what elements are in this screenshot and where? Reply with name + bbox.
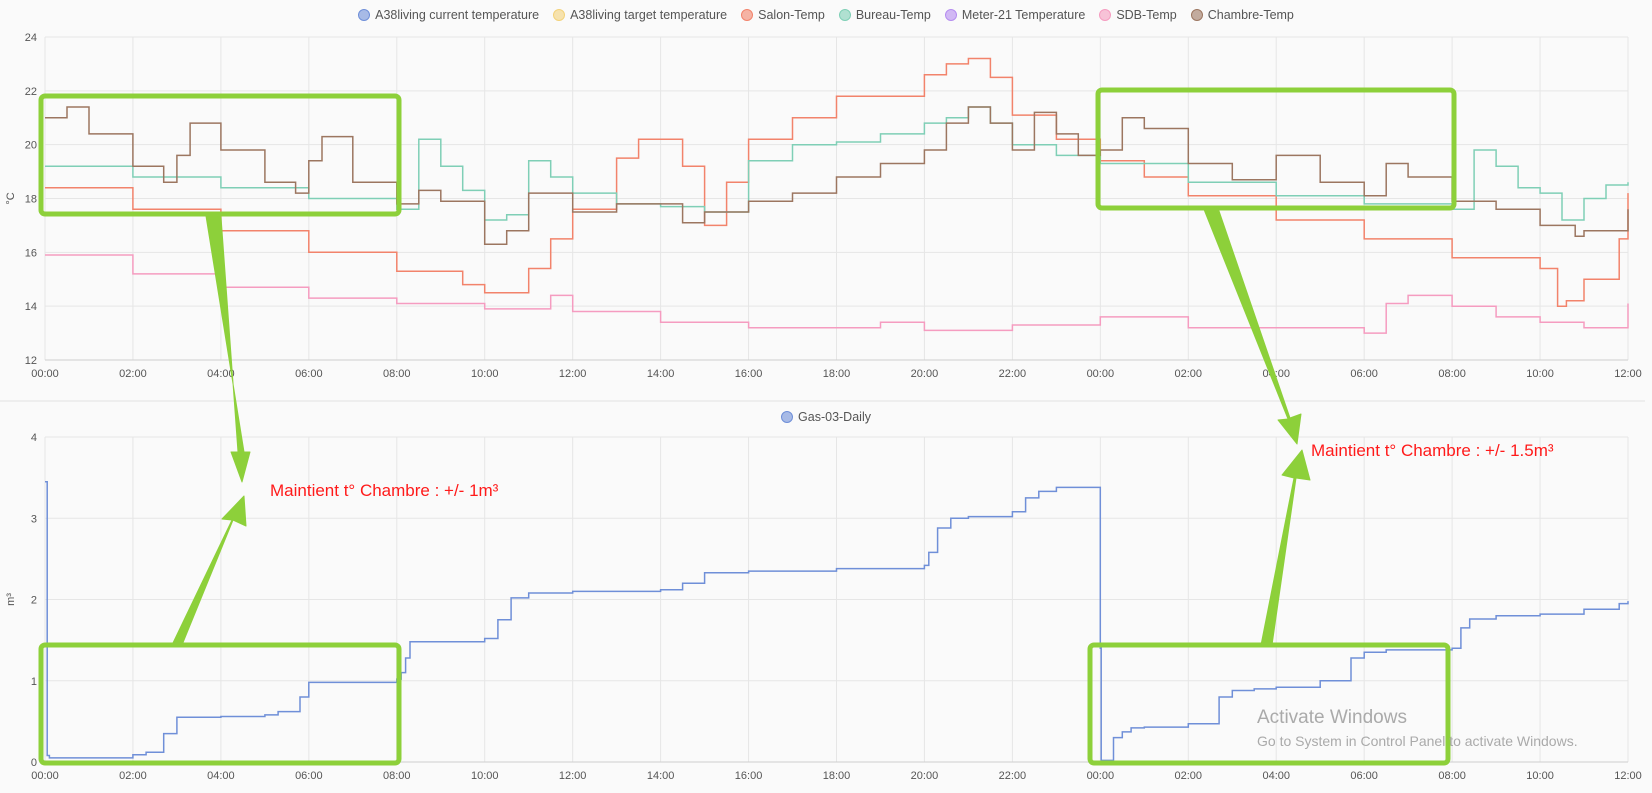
- legend-label: Salon-Temp: [758, 8, 825, 22]
- legend-label: Chambre-Temp: [1207, 8, 1294, 22]
- annotation-right: Maintient t° Chambre : +/- 1.5m³: [1311, 441, 1554, 460]
- legend-label: Meter-21 Temperature: [961, 8, 1086, 22]
- x-tick-label: 04:00: [1262, 770, 1290, 782]
- x-tick-label: 00:00: [1087, 368, 1115, 380]
- x-tick-label: 06:00: [1350, 770, 1378, 782]
- arrow-up-left: [171, 495, 247, 646]
- arrow-down-left: [205, 215, 251, 483]
- arrow-up-right: [1260, 449, 1311, 646]
- x-tick-label: 14:00: [647, 770, 675, 782]
- y-tick-label: 12: [25, 355, 37, 367]
- legend-item-salon-temp[interactable]: Salon-Temp: [741, 8, 825, 22]
- highlight-box-temp-left: [38, 93, 402, 217]
- x-tick-label: 16:00: [735, 770, 763, 782]
- legend-item-a38living-target[interactable]: A38living target temperature: [553, 8, 727, 22]
- legend-swatch: [781, 411, 794, 423]
- watermark-subtitle: Go to System in Control Panel to activat…: [1257, 733, 1578, 749]
- legend-swatch: [741, 9, 754, 21]
- legend-label: Bureau-Temp: [855, 8, 931, 22]
- series-line-gas-03-daily: [45, 480, 1629, 762]
- series-line-bureau-temp: [45, 106, 1629, 221]
- legend-label: A38living target temperature: [570, 8, 728, 22]
- legend-label: A38living current temperature: [375, 8, 540, 22]
- x-tick-label: 06:00: [1350, 368, 1378, 380]
- legend-swatch: [1099, 9, 1112, 21]
- x-tick-label: 22:00: [999, 770, 1027, 782]
- y-tick-label: 18: [25, 194, 37, 206]
- x-tick-label: 00:00: [31, 770, 59, 782]
- y-tick-label: 3: [31, 513, 37, 525]
- arrow-down-right: [1202, 206, 1302, 445]
- legend-item-a38living-current[interactable]: A38living current temperature: [358, 8, 539, 22]
- y-tick-label: 2: [31, 595, 37, 607]
- x-tick-label: 22:00: [999, 368, 1027, 380]
- x-tick-label: 08:00: [1438, 368, 1466, 380]
- highlight-box-gas-left: [38, 642, 402, 766]
- series-line-salon-temp: [45, 57, 1629, 307]
- y-tick-label: 0: [31, 757, 37, 769]
- x-tick-label: 16:00: [735, 368, 763, 380]
- x-tick-label: 08:00: [383, 770, 411, 782]
- x-tick-label: 08:00: [1438, 770, 1466, 782]
- series-line-sdb-temp: [45, 254, 1629, 334]
- y-tick-label: 20: [25, 140, 37, 152]
- x-tick-label: 02:00: [119, 770, 147, 782]
- legend-item-meter-21[interactable]: Meter-21 Temperature: [944, 8, 1086, 22]
- x-tick-label: 12:00: [559, 770, 587, 782]
- gas-legend: Gas-03-Daily: [0, 410, 1652, 424]
- x-tick-label: 20:00: [911, 368, 939, 380]
- x-tick-label: 14:00: [647, 368, 675, 380]
- x-tick-label: 00:00: [31, 368, 59, 380]
- x-tick-label: 20:00: [911, 770, 939, 782]
- gas-chart: 0 1 2 3 4 00:00 02:00 04:00 06:00 08:00 10:00 12:00…: [5, 432, 1642, 782]
- y-tick-label: 16: [25, 247, 37, 259]
- annotation-left: Maintient t° Chambre : +/- 1m³: [270, 481, 499, 500]
- x-tick-label: 10:00: [471, 368, 499, 380]
- y-tick-label: 24: [25, 32, 37, 44]
- y-tick-label: 4: [31, 432, 37, 444]
- x-tick-label: 08:00: [383, 368, 411, 380]
- x-tick-label: 02:00: [1175, 368, 1203, 380]
- legend-label: Gas-03-Daily: [798, 410, 871, 424]
- y-tick-label: 22: [25, 86, 37, 98]
- x-tick-label: 10:00: [471, 770, 499, 782]
- x-tick-label: 12:00: [1614, 770, 1642, 782]
- legend-swatch: [838, 9, 851, 21]
- x-tick-label: 18:00: [823, 770, 851, 782]
- x-tick-label: 10:00: [1526, 368, 1554, 380]
- legend-swatch: [553, 9, 566, 21]
- legend-item-sdb-temp[interactable]: SDB-Temp: [1099, 8, 1177, 22]
- legend-swatch: [944, 9, 957, 21]
- x-tick-label: 02:00: [1175, 770, 1203, 782]
- legend-item-chambre-temp[interactable]: Chambre-Temp: [1190, 8, 1294, 22]
- legend-item-bureau-temp[interactable]: Bureau-Temp: [838, 8, 931, 22]
- x-tick-label: 12:00: [1614, 368, 1642, 380]
- watermark-title: Activate Windows: [1257, 707, 1407, 728]
- x-tick-label: 04:00: [207, 368, 235, 380]
- temperature-chart: 12 14 16 18 20 22 24 00:00 02:00 04:00 06:00 08:00 1…: [5, 32, 1642, 380]
- x-tick-label: 06:00: [295, 368, 323, 380]
- y-tick-label: 14: [25, 301, 37, 313]
- x-tick-label: 10:00: [1526, 770, 1554, 782]
- x-tick-label: 04:00: [207, 770, 235, 782]
- series-line-chambre-temp: [45, 106, 1629, 246]
- x-tick-label: 12:00: [559, 368, 587, 380]
- x-tick-label: 18:00: [823, 368, 851, 380]
- x-tick-label: 02:00: [119, 368, 147, 380]
- x-tick-label: 00:00: [1087, 770, 1115, 782]
- highlight-box-temp-right: [1095, 87, 1457, 211]
- y-tick-label: 1: [31, 676, 37, 688]
- legend-swatch: [1190, 9, 1203, 21]
- y-axis-label: °C: [5, 192, 17, 204]
- legend-label: SDB-Temp: [1116, 8, 1177, 22]
- legend-item-gas-03-daily[interactable]: Gas-03-Daily: [781, 410, 871, 424]
- y-axis-label: m³: [5, 593, 17, 606]
- x-tick-label: 06:00: [295, 770, 323, 782]
- legend-swatch: [358, 9, 371, 21]
- temperature-legend: A38living current temperature A38living …: [0, 8, 1652, 22]
